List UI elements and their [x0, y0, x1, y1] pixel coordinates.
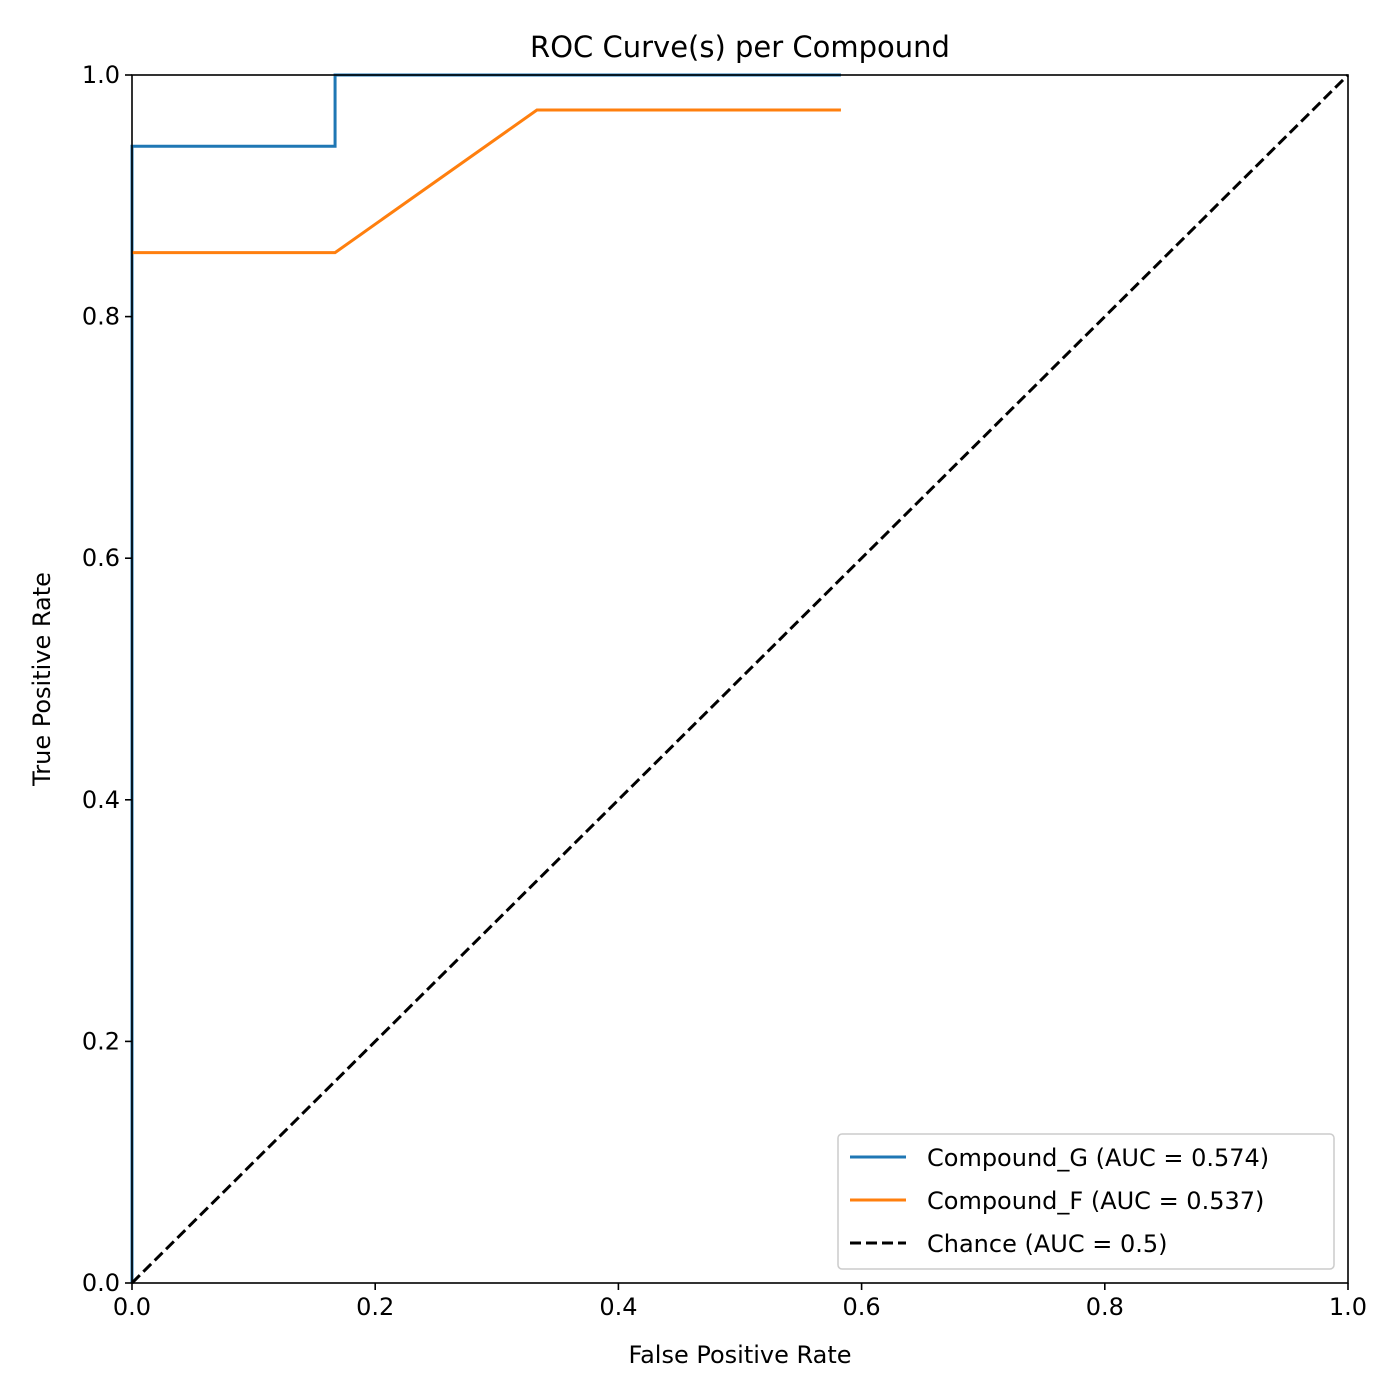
- x-tick-label: 0.2: [356, 1293, 394, 1321]
- series-line-2: [132, 108, 841, 255]
- legend-label-3: Chance (AUC = 0.5): [927, 1230, 1167, 1258]
- x-axis-label: False Positive Rate: [628, 1341, 851, 1369]
- y-tick-label: 0.0: [82, 1269, 120, 1297]
- x-tick-label: 1.0: [1329, 1293, 1367, 1321]
- y-axis-label: True Positive Rate: [28, 572, 56, 787]
- series-line-1: [130, 73, 841, 1283]
- x-tick-label: 0.0: [113, 1293, 151, 1321]
- y-tick-label: 0.6: [82, 544, 120, 572]
- series-layer: [130, 73, 1350, 1285]
- plot-frame: [131, 74, 1349, 1284]
- x-axis: 0.0 0.2 0.4 0.6 0.8 1.0: [113, 1283, 1367, 1321]
- y-tick-label: 0.4: [82, 786, 120, 814]
- legend-box: [837, 1133, 1335, 1270]
- chart-title: ROC Curve(s) per Compound: [530, 30, 950, 64]
- y-tick-label: 1.0: [82, 61, 120, 89]
- y-axis: 0.0 0.2 0.4 0.6 0.8 1.0: [82, 61, 132, 1297]
- legend-label-2: Compound_F (AUC = 0.537): [927, 1187, 1264, 1215]
- x-tick-label: 0.4: [599, 1293, 637, 1321]
- x-tick-label: 0.8: [1086, 1293, 1124, 1321]
- y-tick-label: 0.2: [82, 1027, 120, 1055]
- legend: Compound_G (AUC = 0.574) Compound_F (AUC …: [837, 1133, 1335, 1270]
- series-line-3: [130, 73, 1350, 1285]
- y-tick-label: 0.8: [82, 303, 120, 331]
- legend-label-1: Compound_G (AUC = 0.574): [927, 1144, 1269, 1172]
- x-tick-label: 0.6: [843, 1293, 881, 1321]
